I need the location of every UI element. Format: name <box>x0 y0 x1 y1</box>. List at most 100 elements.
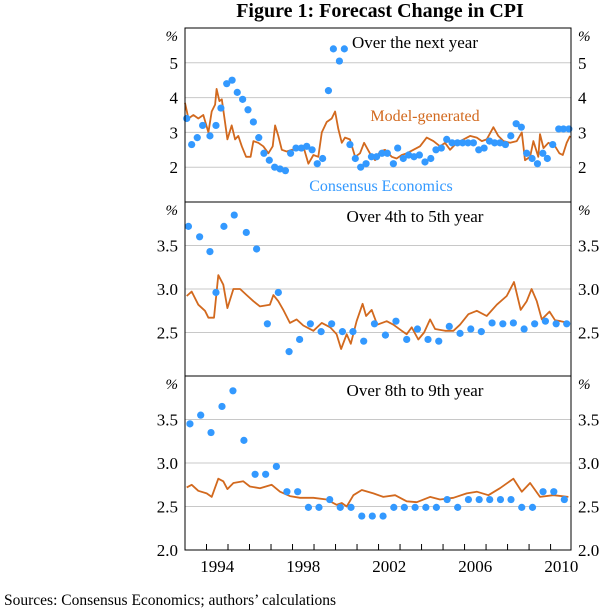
consensus-point <box>251 470 259 478</box>
consensus-point <box>335 57 343 65</box>
consensus-point <box>212 288 220 297</box>
consensus-point <box>206 247 214 256</box>
model-generated-line <box>186 274 569 350</box>
consensus-point <box>415 151 423 159</box>
consensus-point <box>448 139 456 147</box>
consensus-point <box>389 160 397 168</box>
consensus-point <box>475 495 483 504</box>
consensus-point <box>507 495 515 504</box>
consensus-point <box>218 402 226 411</box>
x-tick-label: 2002 <box>372 557 406 576</box>
consensus-point <box>240 436 248 444</box>
consensus-point <box>427 154 435 163</box>
consensus-point <box>186 420 194 428</box>
consensus-point <box>212 121 220 130</box>
panel-frame <box>184 375 572 551</box>
consensus-point <box>411 503 419 511</box>
model-generated-line <box>184 88 571 165</box>
consensus-point <box>399 154 407 163</box>
consensus-point <box>523 149 531 157</box>
y-tick-label-left: 4 <box>170 89 179 108</box>
consensus-point <box>437 144 445 152</box>
consensus-point <box>196 233 204 241</box>
y-tick-label-right: 2.5 <box>578 324 599 343</box>
consensus-point <box>304 503 313 511</box>
consensus-point <box>362 160 370 168</box>
consensus-point <box>539 149 547 157</box>
consensus-point <box>477 328 485 336</box>
y-tick-label-right: 2 <box>578 158 587 177</box>
consensus-point <box>413 325 422 333</box>
x-tick-label: 1994 <box>200 557 235 576</box>
consensus-point <box>424 335 432 344</box>
y-unit-right: % <box>578 29 591 45</box>
consensus-point <box>367 153 376 161</box>
panel-title: Over the next year <box>352 33 478 52</box>
consensus-point <box>517 123 525 131</box>
consensus-point <box>184 222 193 230</box>
consensus-point <box>501 140 510 149</box>
consensus-point <box>358 512 366 520</box>
consensus-point <box>507 132 515 140</box>
consensus-point <box>368 512 376 520</box>
consensus-point <box>286 149 295 157</box>
y-tick-label-left: 3.0 <box>157 454 178 473</box>
model-generated-line <box>186 477 569 508</box>
y-tick-label-left: 2 <box>170 158 179 177</box>
consensus-point <box>432 503 440 511</box>
consensus-point <box>223 80 231 88</box>
consensus-point <box>317 328 325 336</box>
consensus-point <box>464 495 473 504</box>
y-unit-right: % <box>578 377 591 393</box>
consensus-point <box>541 317 550 325</box>
consensus-point <box>373 153 381 161</box>
consensus-point <box>392 317 400 325</box>
consensus-point <box>394 144 402 152</box>
x-tick-label: 2006 <box>458 557 492 576</box>
consensus-point <box>206 132 214 140</box>
consensus-point <box>324 87 333 95</box>
consensus-point <box>552 320 560 328</box>
consensus-point <box>244 106 252 114</box>
consensus-point <box>197 411 205 419</box>
consensus-point <box>400 503 408 511</box>
y-tick-label-right: 4 <box>578 89 587 108</box>
consensus-point <box>294 488 302 496</box>
y-tick-label-left: 3.0 <box>157 280 178 299</box>
y-tick-label-right: 2.0 <box>578 541 599 560</box>
consensus-point <box>281 167 290 175</box>
panel-title: Over 4th to 5th year <box>347 207 484 226</box>
consensus-point <box>233 88 241 96</box>
consensus-point <box>480 144 488 152</box>
consensus-point <box>319 154 327 163</box>
consensus-point <box>559 125 568 133</box>
y-tick-label-left: 3.5 <box>157 411 178 430</box>
consensus-point <box>512 120 520 128</box>
panel-1: 2 2 3 3 4 4 5 5% % Over the next year Model-genera… <box>166 27 591 203</box>
consensus-point <box>217 104 225 112</box>
consensus-point <box>486 495 494 504</box>
consensus-point <box>496 495 505 504</box>
consensus-point <box>296 335 304 344</box>
consensus-point <box>499 320 507 328</box>
consensus-point <box>370 320 379 328</box>
consensus-point <box>313 160 321 168</box>
consensus-point <box>199 121 207 130</box>
consensus-point <box>193 134 201 142</box>
consensus-point <box>260 149 268 157</box>
consensus-point <box>306 320 314 328</box>
consensus-point <box>533 160 542 168</box>
consensus-point <box>381 331 390 339</box>
consensus-point <box>292 144 300 152</box>
consensus-point <box>528 154 536 163</box>
consensus-point <box>255 134 263 142</box>
consensus-point <box>491 139 499 147</box>
consensus-point <box>228 76 236 84</box>
consensus-point <box>379 512 387 520</box>
consensus-point <box>560 495 568 504</box>
consensus-point <box>467 325 475 333</box>
consensus-point <box>549 140 557 149</box>
consensus-point <box>421 158 429 166</box>
consensus-point <box>459 139 467 147</box>
y-tick-label-left: 2.0 <box>157 541 178 560</box>
